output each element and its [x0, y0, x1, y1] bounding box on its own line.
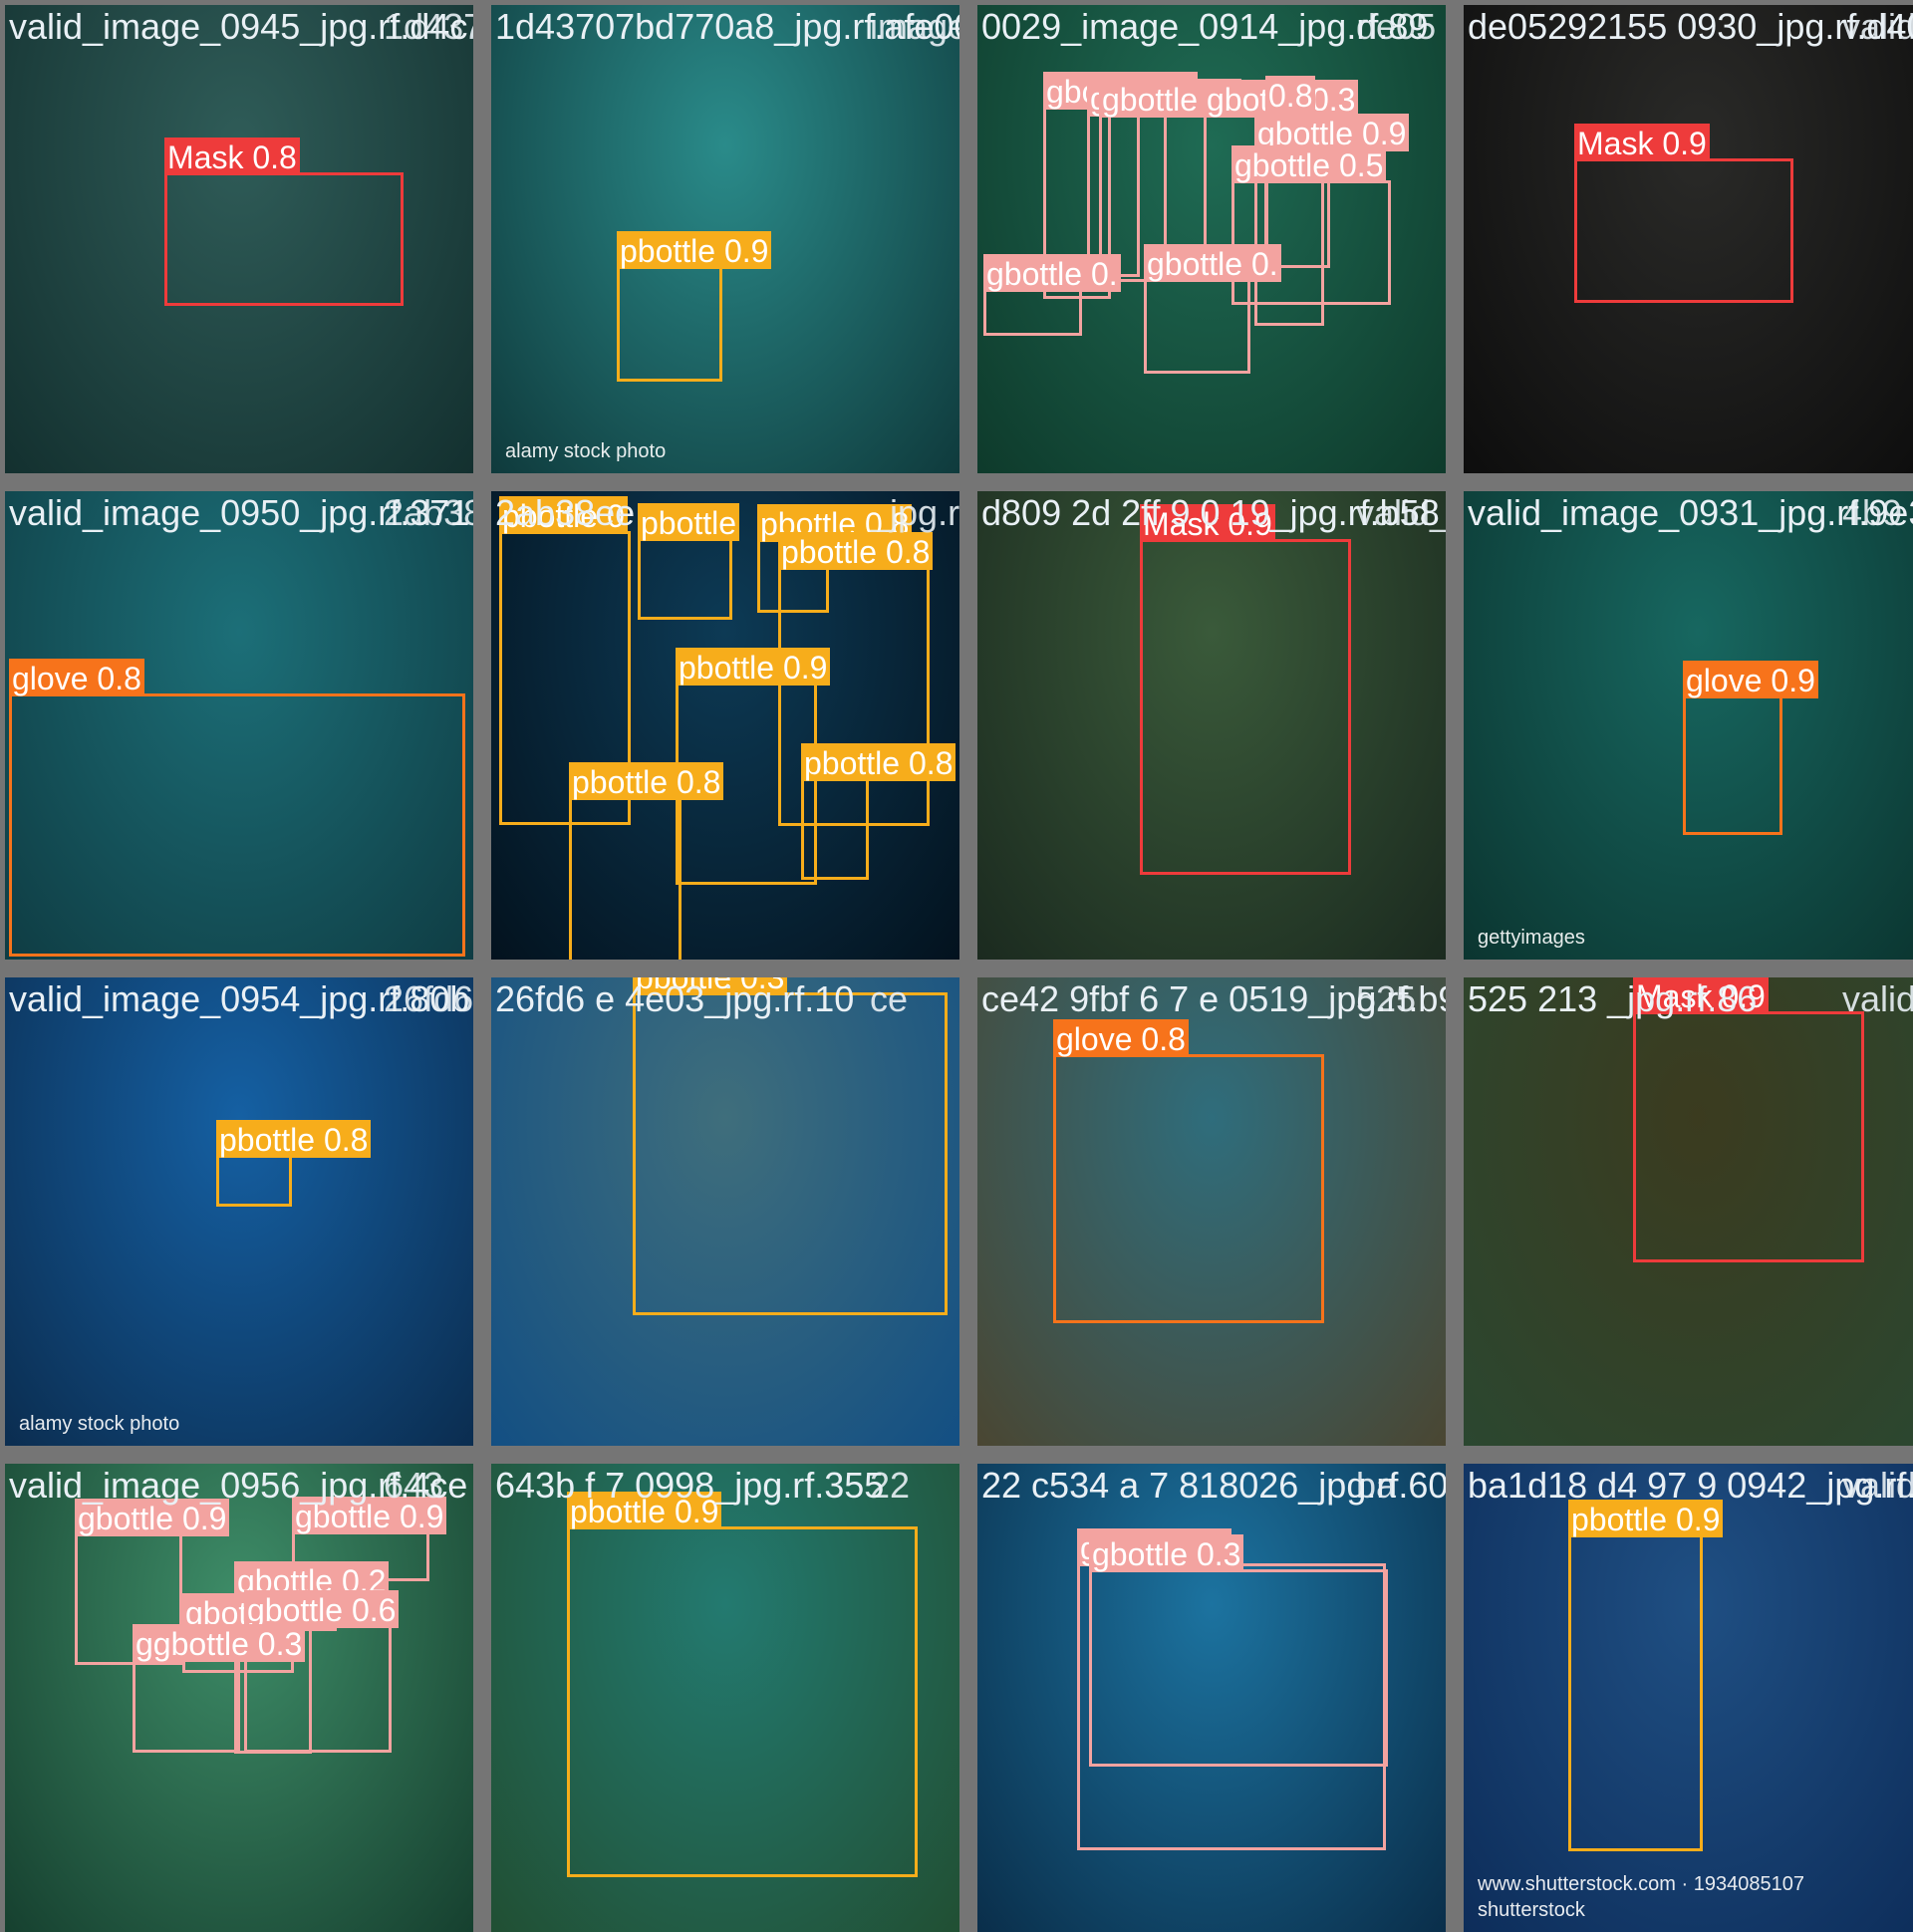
image-tile: pbottle 0.9 643b f 7 0998_jpg.rf.355 22 [491, 1464, 959, 1932]
detection-label: Mask 0.9 [1633, 977, 1769, 1014]
detection-label: gbottle 0.9 [75, 1499, 230, 1536]
detection-label: pbottle 0.8 [569, 762, 724, 800]
detection-box-mask: Mask 0.9 [1633, 977, 1864, 1262]
detection-label: pbottle 0.3 [633, 977, 788, 995]
image-tile: gbottle 0.9 gbottle 0.9 gbottle 0.2 gbottle… [5, 1464, 473, 1932]
detection-box-gbottle: gbottle 0.3 [1089, 1534, 1388, 1767]
detection-label: pbottle 0 [499, 496, 628, 534]
detection-label: Mask 0.8 [164, 138, 300, 175]
detection-box-pbottle: pbottle 0.8 [778, 532, 934, 826]
image-tile: glove 0.8 ce42 9fbf 6 7 e 0519_jpg.rf.b9 5… [977, 977, 1446, 1446]
detection-box-pbottle: pbottle [638, 503, 740, 620]
detection-box-gbottle: gbottle 0.9 [292, 1497, 447, 1581]
detection-label: glove 0.9 [1683, 661, 1818, 698]
detection-label: glove 0.8 [9, 659, 144, 696]
detection-box-glove: glove 0.8 [1053, 1019, 1324, 1323]
detection-label: Mask 0.9 [1140, 504, 1275, 542]
detection-box-gbottle: gbottle 0. [1144, 244, 1281, 374]
watermark-text: alamy stock photo [19, 1413, 180, 1435]
detection-label: pbottle 0.9 [567, 1492, 722, 1529]
detection-label: pbottle [638, 503, 740, 541]
underwater-photo [977, 491, 1446, 960]
detection-label: pbottle 0.8 [216, 1120, 372, 1158]
underwater-photo [5, 491, 473, 960]
detection-label: pbottle 0.8 [778, 532, 934, 570]
detection-box-gbottle: 0.8 [1265, 76, 1330, 268]
detection-box-pbottle: pbottle 0.9 [617, 231, 772, 382]
detection-label: gbottle 0.6 [244, 1590, 400, 1628]
detection-box-mask: Mask 0.8 [164, 138, 404, 306]
underwater-photo [5, 977, 473, 1446]
detection-label: 0.8 [1265, 76, 1316, 114]
detection-label: glove 0.8 [1053, 1019, 1189, 1057]
underwater-photo [1464, 491, 1913, 960]
detection-box-pbottle: pbottle 0.8 [801, 743, 956, 880]
detection-box-pbottle: pbottle 0.9 [1568, 1500, 1724, 1851]
detection-label: gbottle 0.3 [1089, 1534, 1244, 1572]
image-tile: glove 0.8 valid_image_0950_jpg.rf.371 2ab3… [5, 491, 473, 960]
watermark-text: shutterstock [1478, 1899, 1585, 1921]
detection-box-gbottle: gbottle 0.9 [75, 1499, 230, 1665]
detection-box-pbottle: pbottle 0.8 [216, 1120, 372, 1207]
detection-label: gbottle 0. [1144, 244, 1281, 282]
image-tile: pbottle 0.8 alamy stock photo valid_image_… [5, 977, 473, 1446]
underwater-photo [491, 977, 959, 1446]
detection-label: pbottle 0.8 [801, 743, 956, 781]
underwater-photo [1464, 977, 1913, 1446]
image-tile: glove 0.9 gettyimages valid_image_0931_jpg… [1464, 491, 1913, 960]
detection-box-pbottle: pbottle 0.3 [633, 977, 948, 1315]
detection-box-mask: Mask 0.9 [1574, 124, 1793, 303]
detection-box-gbottle: gbottle 0. [983, 254, 1121, 336]
detection-label: gbottle 0.5 [1231, 145, 1387, 183]
detection-label: gbottle 0. [983, 254, 1121, 292]
detection-label: gbottle 0.9 [292, 1497, 447, 1534]
detection-box-mask: Mask 0.9 [1140, 504, 1351, 875]
detection-box-gbottle: ggbottle 0.3 [133, 1624, 306, 1753]
detection-box-gbottle: gbottle 0.6 [244, 1590, 400, 1753]
detection-box-pbottle: pbottle 0.8 [569, 762, 724, 960]
image-tile: pbottle 0.9 shutterstock www.shutterstock.… [1464, 1464, 1913, 1932]
underwater-photo [1464, 1464, 1913, 1932]
underwater-photo [1464, 5, 1913, 473]
detection-box-pbottle: pbottle 0.9 [567, 1492, 918, 1877]
image-tile: pbottle 0.3 26fd6 e 4e03_jpg.rf.10 ce [491, 977, 959, 1446]
watermark-text: gettyimages [1478, 927, 1585, 949]
detection-box-pbottle: pbottle 0 [499, 496, 631, 825]
detection-label: ggbottle 0.3 [133, 1624, 306, 1662]
detection-label: Mask 0.9 [1574, 124, 1710, 161]
image-tile: pbottle 0.9 alamy stock photo 1d43707bd770… [491, 5, 959, 473]
image-tile: Mask 0.9 d809 2d 2ff 9 0 19_jpg.rf.b58 val… [977, 491, 1446, 960]
watermark-text: alamy stock photo [505, 440, 667, 462]
image-tile: pbottle 0 pbottle pbottle 0.8 pbottle 0.8 pb… [491, 491, 959, 960]
watermark-text: www.shutterstock.com · 1934085107 [1478, 1873, 1804, 1895]
detection-box-glove: glove 0.9 [1683, 661, 1818, 835]
detection-box-gbottle: gbottle 0.5 [1231, 145, 1391, 305]
image-tile: gbottle 0.3gbottle 0.322 c534 a 7 818026… [977, 1464, 1446, 1932]
detection-box-glove: glove 0.8 [9, 659, 465, 957]
detection-label: pbottle 0.9 [676, 648, 831, 686]
image-tile: Mask 0.8valid_image_0945_jpg.rf.d4c1d437… [5, 5, 473, 473]
underwater-photo [5, 5, 473, 473]
detection-label: pbottle 0.9 [617, 231, 772, 269]
detection-label: pbottle 0.9 [1568, 1500, 1724, 1537]
